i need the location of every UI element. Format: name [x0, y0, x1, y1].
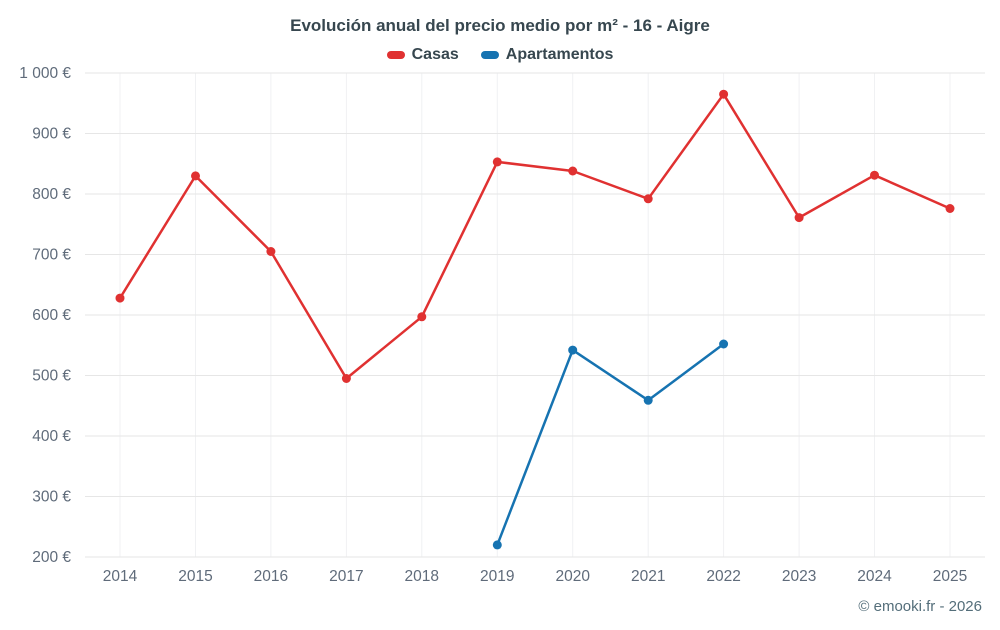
legend-swatch-casas-icon [386, 51, 405, 59]
svg-text:1 000 €: 1 000 € [19, 65, 71, 82]
svg-text:2018: 2018 [405, 568, 439, 585]
chart-title: Evolución anual del precio medio por m² … [290, 16, 710, 35]
svg-text:900 €: 900 € [32, 126, 71, 143]
svg-text:300 €: 300 € [32, 489, 71, 506]
svg-text:2016: 2016 [254, 568, 288, 585]
footer-credit: © emooki.fr - 2026 [858, 598, 982, 615]
svg-text:700 €: 700 € [32, 247, 71, 264]
svg-text:2015: 2015 [178, 568, 212, 585]
svg-text:2022: 2022 [706, 568, 740, 585]
svg-text:800 €: 800 € [32, 186, 71, 203]
svg-text:600 €: 600 € [32, 307, 71, 324]
legend-label-casas: Casas [411, 46, 459, 63]
svg-text:2024: 2024 [857, 568, 892, 585]
svg-text:500 €: 500 € [32, 368, 71, 385]
svg-text:2023: 2023 [782, 568, 816, 585]
legend-label-apartamentos: Apartamentos [505, 46, 614, 63]
svg-text:2020: 2020 [555, 568, 590, 585]
legend-item-casas[interactable]: Casas [386, 46, 459, 64]
legend-item-apartamentos[interactable]: Apartamentos [480, 46, 614, 64]
svg-text:2021: 2021 [631, 568, 665, 585]
svg-text:2025: 2025 [933, 568, 967, 585]
svg-text:2017: 2017 [329, 568, 363, 585]
chart-legend: Casas Apartamentos [0, 46, 1000, 64]
svg-text:400 €: 400 € [32, 428, 71, 445]
svg-text:200 €: 200 € [32, 549, 71, 566]
svg-text:2014: 2014 [103, 568, 138, 585]
svg-text:2019: 2019 [480, 568, 514, 585]
legend-swatch-apartamentos-icon [480, 51, 499, 59]
